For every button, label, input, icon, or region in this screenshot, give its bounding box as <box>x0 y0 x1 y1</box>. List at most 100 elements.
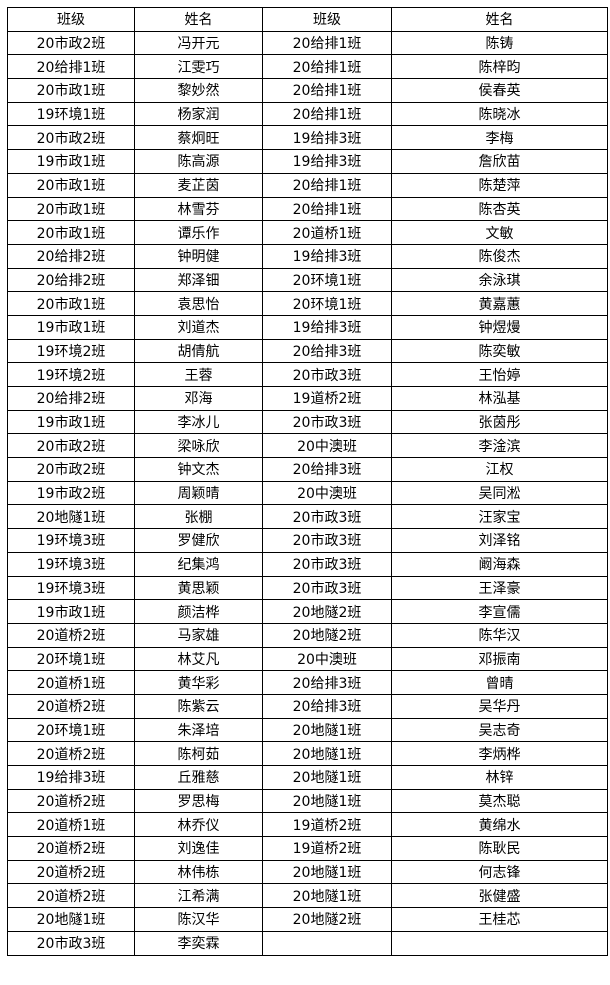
cell-class-2: 20给排1班 <box>262 30 392 56</box>
cell-class-1: 20环境1班 <box>7 717 135 743</box>
cell-name-2: 陈奕敏 <box>391 338 608 364</box>
cell-name-1: 周颖晴 <box>134 480 263 506</box>
cell-name-1: 林艾凡 <box>134 646 263 672</box>
cell-name-1: 罗健欣 <box>134 528 263 553</box>
cell-class-2: 20给排3班 <box>262 693 392 719</box>
cell-name-1: 黄华彩 <box>134 670 263 695</box>
table-row: 20地隧1班 陈汉华 20地隧2班 王桂芯 <box>7 907 608 932</box>
cell-class-1: 20给排2班 <box>7 267 135 293</box>
table-row: 20道桥2班 陈紫云 20给排3班 吴华丹 <box>7 693 608 719</box>
cell-name-1: 马家雄 <box>134 622 263 648</box>
table-row: 19给排3班 丘雅慈 20地隧1班 林锌 <box>7 765 608 790</box>
cell-name-1: 陈紫云 <box>134 693 263 719</box>
cell-name-1: 李奕霖 <box>134 930 263 956</box>
cell-name-2: 吴志奇 <box>391 717 608 743</box>
cell-name-1: 冯开元 <box>134 30 263 56</box>
cell-class-1: 20给排2班 <box>7 386 135 411</box>
table-row: 20市政2班 钟文杰 20给排3班 江权 <box>7 457 608 482</box>
cell-name-2: 刘泽铭 <box>391 528 608 553</box>
cell-class-2: 20给排1班 <box>262 101 392 127</box>
cell-name-2: 李淦滨 <box>391 433 608 459</box>
header-class-1: 班级 <box>7 7 135 32</box>
table-row: 20市政2班 冯开元 20给排1班 陈铸 <box>7 30 608 56</box>
cell-class-2: 20给排1班 <box>262 78 392 103</box>
cell-name-2: 陈楚萍 <box>391 172 608 198</box>
cell-class-2: 20给排1班 <box>262 196 392 222</box>
cell-class-1: 19市政1班 <box>7 314 135 340</box>
cell-class-2: 19道桥2班 <box>262 836 392 861</box>
cell-class-2: 20道桥1班 <box>262 220 392 245</box>
cell-name-1: 林伟栋 <box>134 859 263 885</box>
table-header-row: 班级 姓名 班级 姓名 <box>7 7 608 32</box>
cell-class-1: 20市政2班 <box>7 433 135 459</box>
cell-class-1: 20环境1班 <box>7 646 135 672</box>
table-row: 20市政1班 谭乐作 20道桥1班 文敏 <box>7 220 608 245</box>
cell-name-1: 张棚 <box>134 504 263 530</box>
table-row: 19市政1班 陈高源 19给排3班 詹欣苗 <box>7 149 608 174</box>
cell-class-1: 20地隧1班 <box>7 907 135 932</box>
table-row: 20环境1班 林艾凡 20中澳班 邓振南 <box>7 646 608 672</box>
table-row: 20道桥1班 黄华彩 20给排3班 曾晴 <box>7 670 608 695</box>
table-row: 20地隧1班 张棚 20市政3班 汪家宝 <box>7 504 608 530</box>
cell-class-1: 20市政2班 <box>7 30 135 56</box>
table-row: 20市政2班 蔡炯旺 19给排3班 李梅 <box>7 125 608 151</box>
cell-class-2: 20中澳班 <box>262 480 392 506</box>
cell-class-1: 20市政1班 <box>7 220 135 245</box>
header-name-1: 姓名 <box>134 7 263 32</box>
cell-class-1: 20道桥2班 <box>7 836 135 861</box>
cell-name-2: 詹欣苗 <box>391 149 608 174</box>
cell-class-2: 20给排3班 <box>262 457 392 482</box>
cell-class-1: 20道桥2班 <box>7 859 135 885</box>
cell-class-2: 20地隧1班 <box>262 717 392 743</box>
cell-name-2: 陈杏英 <box>391 196 608 222</box>
cell-class-2: 20给排3班 <box>262 670 392 695</box>
cell-name-2: 汪家宝 <box>391 504 608 530</box>
cell-name-2: 林泓基 <box>391 386 608 411</box>
cell-name-1: 王蓉 <box>134 362 263 387</box>
cell-class-2: 19道桥2班 <box>262 812 392 838</box>
cell-class-2: 19给排3班 <box>262 149 392 174</box>
cell-name-1: 林雪芬 <box>134 196 263 222</box>
cell-name-1: 钟文杰 <box>134 457 263 482</box>
table-row: 19环境2班 胡倩航 20给排3班 陈奕敏 <box>7 338 608 364</box>
cell-class-1: 19市政1班 <box>7 599 135 624</box>
cell-name-2: 王桂芯 <box>391 907 608 932</box>
cell-class-2: 20环境1班 <box>262 267 392 293</box>
cell-name-1: 邓海 <box>134 386 263 411</box>
cell-class-1: 20市政2班 <box>7 125 135 151</box>
table-row: 19环境3班 黄思颖 20市政3班 王泽豪 <box>7 575 608 601</box>
cell-class-1: 19给排3班 <box>7 765 135 790</box>
table-row: 19环境3班 罗健欣 20市政3班 刘泽铭 <box>7 528 608 553</box>
cell-name-2: 张健盛 <box>391 883 608 909</box>
cell-class-1: 19市政1班 <box>7 149 135 174</box>
table-row: 20道桥1班 林乔仪 19道桥2班 黄绵水 <box>7 812 608 838</box>
cell-class-2: 20地隧1班 <box>262 883 392 909</box>
cell-name-1: 陈汉华 <box>134 907 263 932</box>
table-row: 20市政1班 袁思怡 20环境1班 黄嘉蕙 <box>7 291 608 316</box>
cell-class-2: 20市政3班 <box>262 409 392 435</box>
cell-class-1: 20市政3班 <box>7 930 135 956</box>
table-row: 20给排2班 郑泽钿 20环境1班 余泳琪 <box>7 267 608 293</box>
cell-name-2: 李宣儒 <box>391 599 608 624</box>
cell-class-2: 20地隧1班 <box>262 765 392 790</box>
cell-name-2: 邓振南 <box>391 646 608 672</box>
cell-name-2: 李炳桦 <box>391 741 608 766</box>
cell-class-1: 20道桥2班 <box>7 693 135 719</box>
cell-class-1: 19环境1班 <box>7 101 135 127</box>
table-body: 20市政2班 冯开元 20给排1班 陈铸 20给排1班 江雯巧 20给排1班 陈梓昀 20市政1… <box>7 30 608 956</box>
cell-name-1: 黎妙然 <box>134 78 263 103</box>
cell-class-2: 20市政3班 <box>262 528 392 553</box>
cell-name-1: 林乔仪 <box>134 812 263 838</box>
table-row: 20市政1班 林雪芬 20给排1班 陈杏英 <box>7 196 608 222</box>
cell-name-1: 刘逸佳 <box>134 836 263 861</box>
cell-name-2: 何志锋 <box>391 859 608 885</box>
cell-class-2: 20市政3班 <box>262 362 392 387</box>
cell-name-1: 纪集鸿 <box>134 551 263 577</box>
cell-class-2: 20地隧1班 <box>262 859 392 885</box>
cell-name-2 <box>391 930 608 956</box>
table-row: 19市政1班 颜洁桦 20地隧2班 李宣儒 <box>7 599 608 624</box>
cell-class-1: 20道桥2班 <box>7 622 135 648</box>
table-row: 20道桥2班 陈柯茹 20地隧1班 李炳桦 <box>7 741 608 766</box>
cell-class-1: 19环境3班 <box>7 551 135 577</box>
cell-name-1: 钟明健 <box>134 243 263 269</box>
